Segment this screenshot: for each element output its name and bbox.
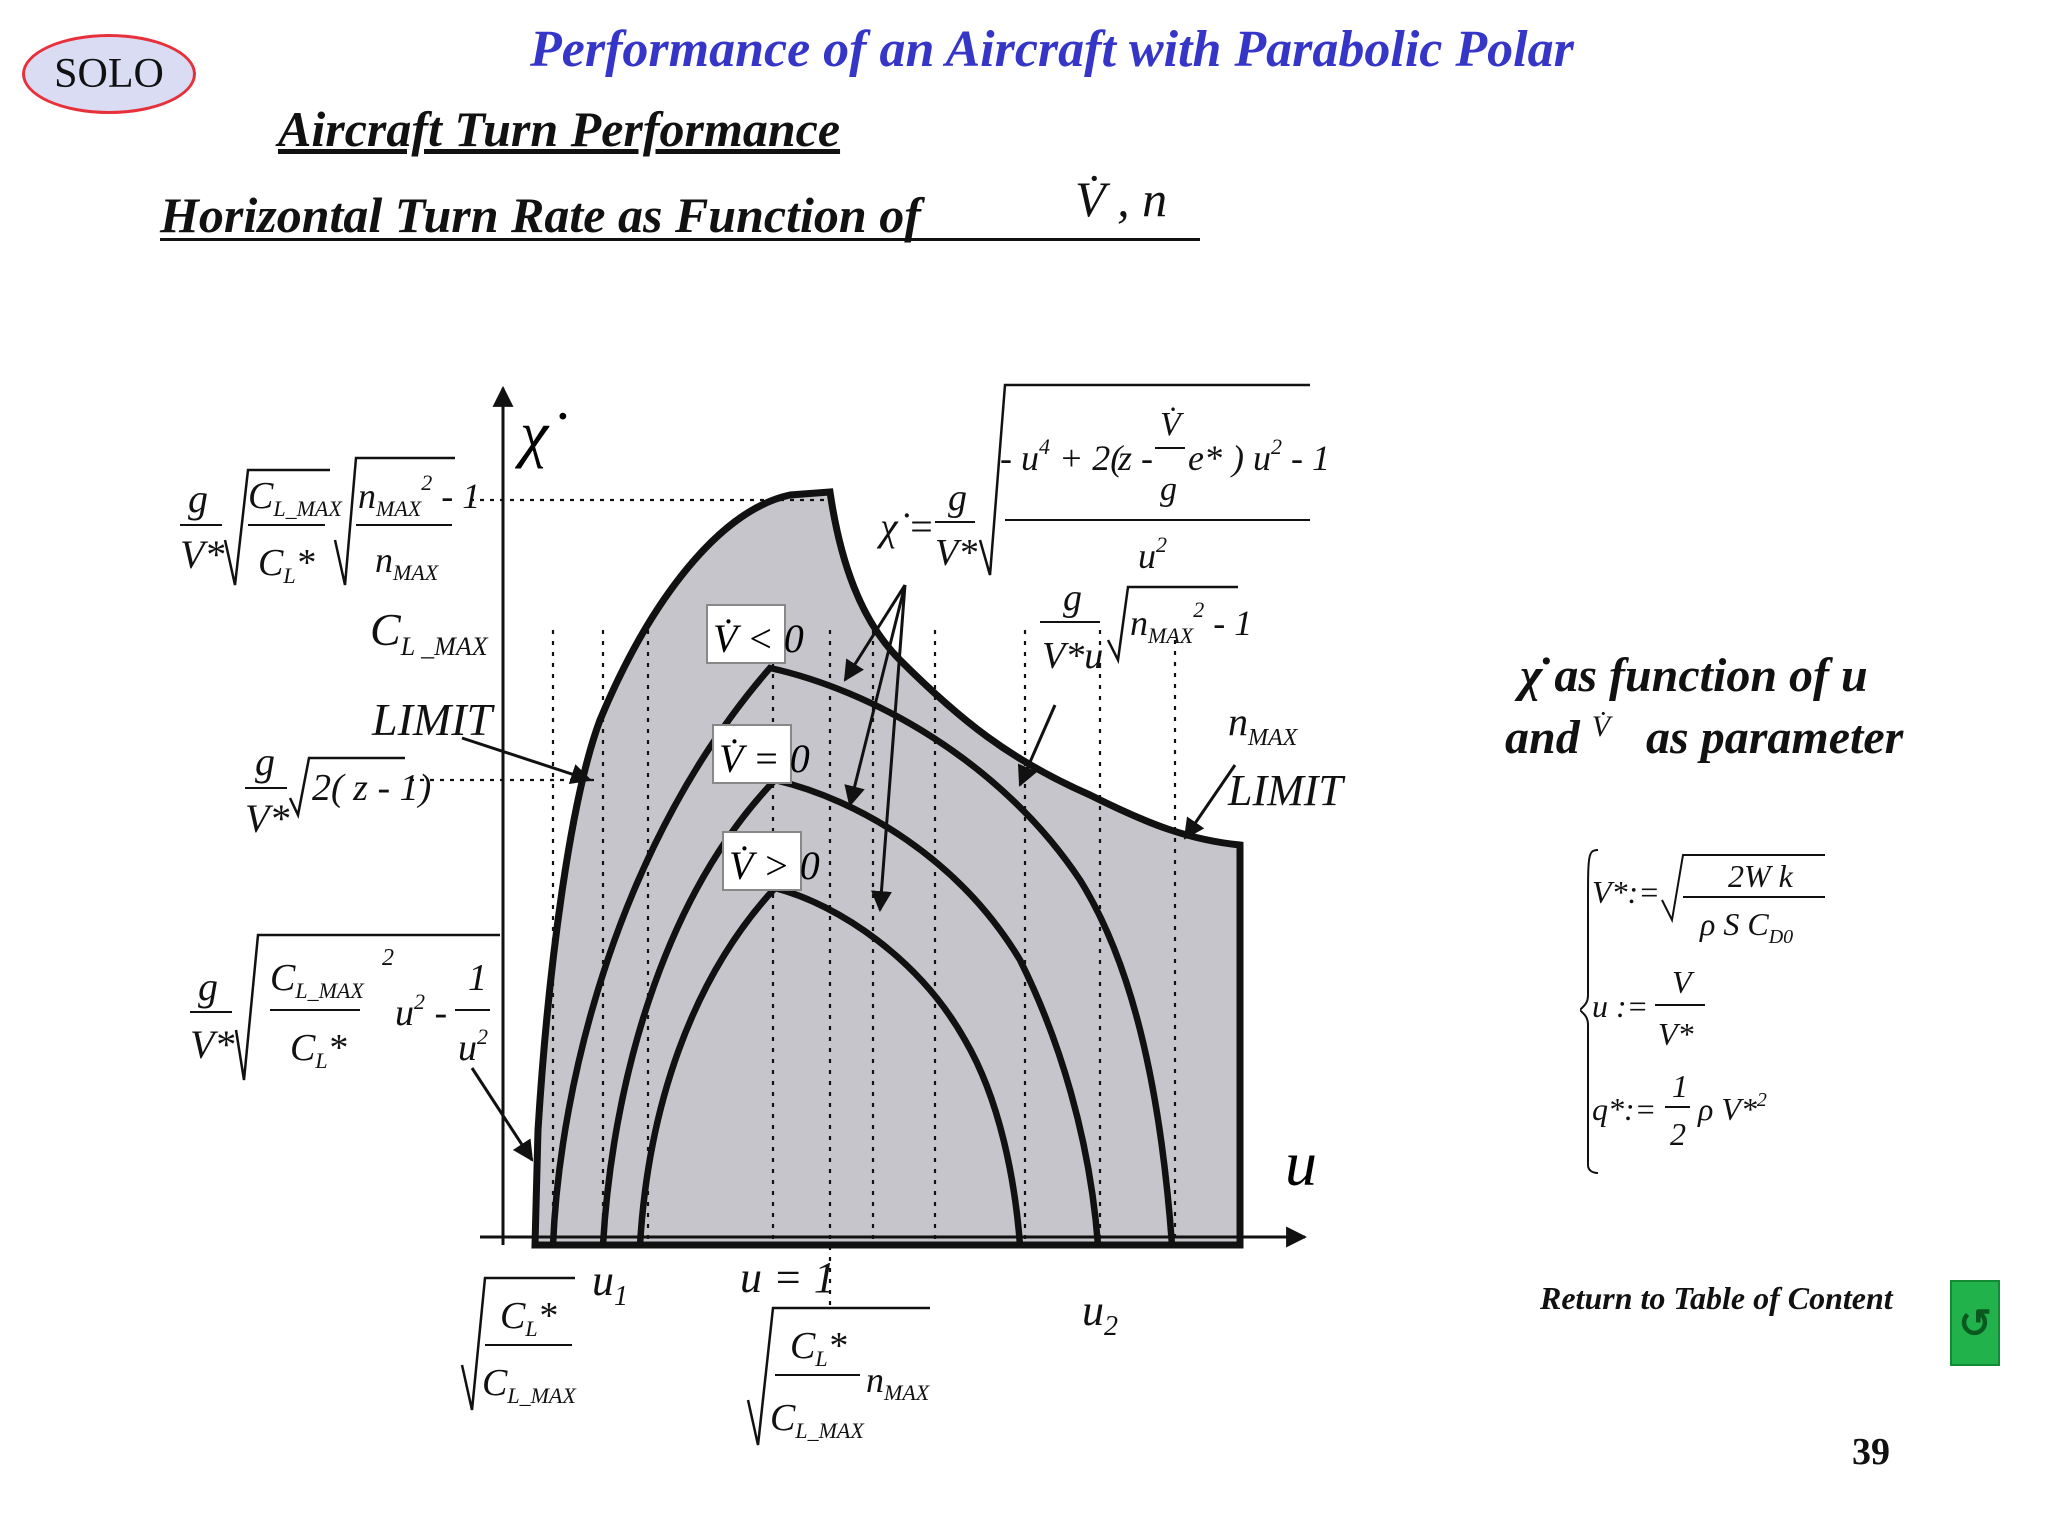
curve-vdot-zero — [599, 776, 1102, 1246]
heading-underline — [160, 238, 1200, 241]
svg-text:V*: V* — [245, 796, 289, 841]
svg-text:V*: V* — [180, 532, 224, 577]
svg-text:V*: V* — [935, 532, 977, 574]
svg-text:u2 -: u2 - — [395, 989, 447, 1034]
svg-text:V: V — [1672, 964, 1695, 1000]
svg-text:nMAX: nMAX — [866, 1360, 931, 1405]
svg-text:V*u: V*u — [1042, 635, 1103, 677]
svg-text:CL*: CL* — [290, 1027, 347, 1073]
formula-chi-at-vstar: g V* 2( z - 1) — [245, 739, 431, 841]
svg-text:2W k: 2W k — [1728, 858, 1794, 894]
svg-text:V*: V* — [190, 1022, 234, 1067]
svg-text:g: g — [948, 477, 967, 519]
vdot-curves — [549, 664, 1176, 1246]
u2-formula: CL* CL_MAX nMAX — [746, 1306, 931, 1446]
svg-text:) u2 - 1: ) u2 - 1 — [1230, 434, 1330, 478]
svg-text:e*: e* — [1188, 438, 1222, 478]
cl-max-limit-label: LIMIT — [371, 694, 496, 745]
flight-envelope-region — [531, 488, 1244, 1249]
svg-text:CL*: CL* — [790, 1325, 847, 1371]
page-number: 39 — [1852, 1431, 1890, 1473]
left-formulas: g V* CL_MAX CL* nMAX2 - 1 nMAX CL _MAX L… — [180, 456, 592, 1162]
slide-title: Performance of an Aircraft with Paraboli… — [530, 21, 1574, 78]
svg-text:V*: V* — [1658, 1016, 1694, 1052]
y-axis-label: χ̇ — [514, 398, 567, 469]
svg-text:CL _MAX: CL _MAX — [370, 604, 489, 661]
svg-text:nMAX2 - 1: nMAX2 - 1 — [358, 470, 480, 521]
svg-text:g: g — [188, 476, 208, 521]
svg-text:u :=: u := — [1592, 988, 1648, 1024]
u1-label: u1 — [592, 1256, 628, 1312]
note-line-2: and V̇ as parameter — [1505, 710, 1904, 764]
formula-cl-max-curve: g V* CL_MAX CL* 2 u2 - 1 u2 — [190, 933, 534, 1162]
svg-text:CL_MAX: CL_MAX — [270, 957, 365, 1003]
label-box-vdot-pos — [722, 831, 802, 891]
svg-text:q*:=: q*:= — [1592, 1091, 1656, 1127]
u2-label: u2 — [1082, 1286, 1118, 1342]
svg-text:- u4 + 2(: - u4 + 2( — [1000, 434, 1124, 478]
formula-cl-max-limit: CL _MAX LIMIT — [370, 604, 592, 785]
svg-text:CL_MAX: CL_MAX — [770, 1397, 865, 1443]
svg-text:CL*: CL* — [500, 1295, 557, 1341]
svg-text:CL_MAX: CL_MAX — [482, 1362, 577, 1408]
svg-text:V̇: V̇ — [1160, 406, 1185, 443]
svg-text:ρ S CD0: ρ S CD0 — [1699, 906, 1793, 948]
vdot-labels: V̇ < 0 V̇ = 0 V̇ > 0 — [706, 604, 820, 891]
n-max-limit-label: LIMIT — [1227, 766, 1346, 815]
slide-subtitle: Aircraft Turn Performance — [278, 101, 841, 157]
u1-formula: CL* CL_MAX — [460, 1276, 577, 1411]
svg-text:1: 1 — [1672, 1068, 1688, 1104]
svg-text:g: g — [255, 739, 275, 784]
svg-text:2( z - 1): 2( z - 1) — [312, 767, 431, 809]
x-axis-labels: u1 u = 1 u2 CL* CL_MAX CL* CL_MAX nMAX — [460, 1253, 1118, 1446]
note-line-1: χ̇ as function of u — [1520, 649, 1868, 702]
label-vdot-neg: V̇ < 0 — [713, 616, 804, 661]
svg-text:CL_MAX: CL_MAX — [248, 475, 343, 521]
horizontal-guides — [410, 498, 830, 782]
return-to-toc-link[interactable]: Return to Table of Content — [1540, 1280, 1893, 1316]
svg-text:z -: z - — [1117, 438, 1153, 478]
solo-badge: SOLO — [22, 34, 196, 114]
svg-text:u2: u2 — [1138, 532, 1167, 576]
heading-symbols: V̇ , n — [1075, 171, 1168, 227]
curve-vdot-positive — [636, 884, 1024, 1246]
label-vdot-pos: V̇ > 0 — [729, 843, 820, 888]
svg-text:CL*: CL* — [258, 542, 315, 588]
svg-text:ρ V*2: ρ V*2 — [1697, 1089, 1767, 1127]
label-vdot-zero: V̇ = 0 — [719, 736, 810, 781]
slide-heading: Horizontal Turn Rate as Function of — [160, 187, 921, 243]
svg-text:1: 1 — [468, 957, 487, 999]
svg-text:nMAX: nMAX — [1228, 699, 1299, 751]
label-box-vdot-zero — [712, 724, 792, 784]
x-axis-label: u — [1285, 1128, 1317, 1199]
curve-vdot-negative — [549, 664, 1176, 1246]
u-eq-1-label: u = 1 — [740, 1253, 836, 1302]
svg-text:2: 2 — [382, 945, 394, 971]
svg-text:g: g — [1160, 471, 1177, 508]
svg-text:u2: u2 — [458, 1024, 488, 1069]
chi-dot-formula: χ̇ = g V* - u4 + 2( z - V̇ g e* ) u2 - 1… — [843, 383, 1330, 913]
svg-text:g: g — [1063, 577, 1082, 619]
svg-text:nMAX: nMAX — [375, 540, 440, 585]
svg-text:nMAX2 - 1: nMAX2 - 1 — [1130, 597, 1252, 648]
label-box-vdot-neg — [706, 604, 786, 664]
return-icon[interactable]: ↺ — [1950, 1280, 2000, 1366]
definitions-block: V*:= 2W k ρ S CD0 u := V V* q*:= 1 2 ρ V… — [1580, 849, 1825, 1174]
svg-text:χ̇ =: χ̇ = — [876, 504, 935, 549]
svg-text:g: g — [198, 964, 218, 1009]
formula-chi-max: g V* CL_MAX CL* nMAX2 - 1 nMAX — [180, 456, 480, 588]
svg-text:V*:=: V*:= — [1592, 874, 1660, 910]
svg-text:2: 2 — [1670, 1116, 1686, 1152]
